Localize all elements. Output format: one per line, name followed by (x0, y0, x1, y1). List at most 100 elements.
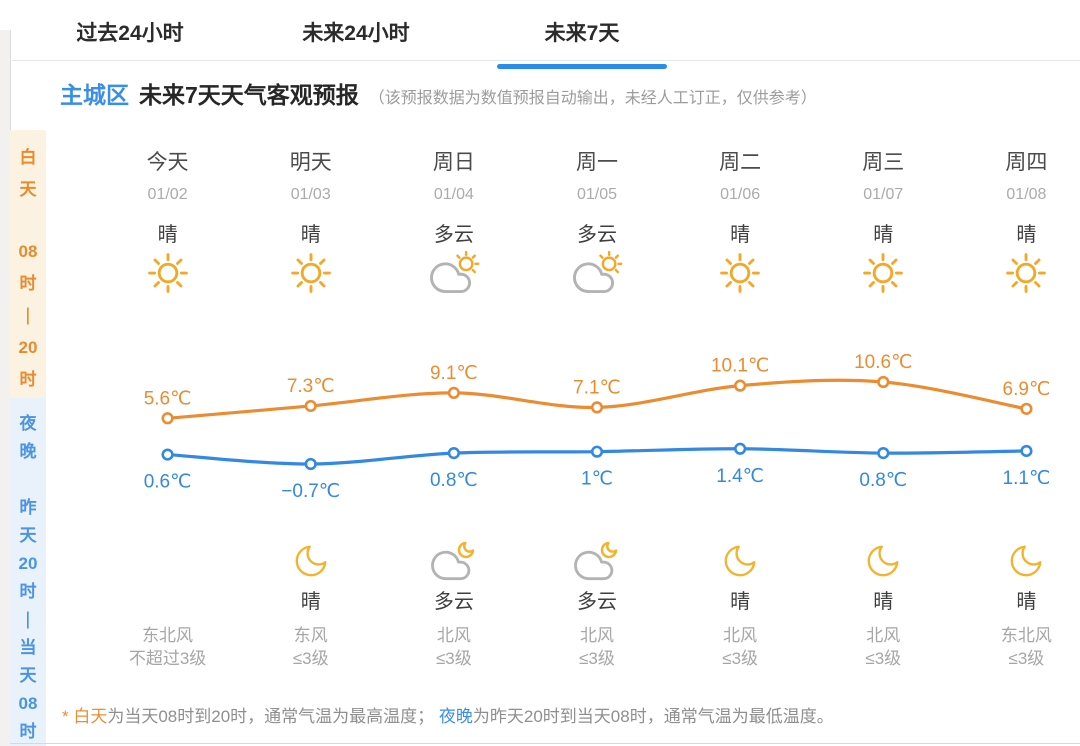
forecast-day-column: 今天 01/02 晴 (96, 148, 239, 299)
night-weather-label: 晴 (1016, 591, 1037, 613)
wind-direction: 北风 (436, 626, 471, 645)
night-icon-slot (239, 540, 382, 586)
day-label: 周四 (1005, 151, 1048, 174)
band-char: 天 (19, 666, 37, 685)
forecast-night-column: 晴北风 ≤3级 (812, 540, 955, 670)
band-char: 08 (18, 694, 38, 713)
date-label: 01/05 (576, 186, 618, 203)
high-temp-value-label: 5.6℃ (144, 388, 192, 409)
band-char: 夜 (19, 414, 37, 433)
band-char: 天 (19, 180, 37, 199)
high-temp-point (161, 412, 174, 425)
night-band: 夜晚昨天 20 时 — 当天 08 时 (10, 398, 46, 746)
wind-direction: 东北风 (142, 626, 194, 645)
night-icon-slot (669, 540, 812, 586)
high-temp-point (447, 386, 460, 399)
bottom-divider (10, 743, 1080, 744)
wind-level: ≤3级 (1008, 649, 1045, 668)
wind-label: 东风 ≤3级 (239, 624, 382, 670)
date-label: 01/03 (290, 186, 331, 203)
tab-label: 未来7天 (544, 22, 620, 45)
date-label: 01/06 (720, 186, 761, 203)
forecast-night-column: 晴东风 ≤3级 (239, 540, 382, 670)
forecast-night-column: 多云北风 ≤3级 (525, 540, 668, 670)
day-label: 周三 (862, 151, 905, 174)
high-temp-value-label: 7.1℃ (573, 377, 621, 398)
footnote-part: * (62, 707, 74, 726)
date-label: 01/07 (863, 186, 904, 203)
high-temp-value-label: 9.1℃ (430, 363, 478, 384)
forecast-disclaimer: （该预报数据为数值预报自动输出，未经人工订正，仅供参考） (368, 90, 817, 107)
forecast-night-column: 多云北风 ≤3级 (382, 540, 525, 670)
night-forecast-grid: 东北风 不超过3级 晴东风 ≤3级 多云 北风 ≤3级 多云 北风 ≤3级 晴北风 ≤3级 晴北风 ≤3级… (96, 540, 1080, 670)
tab-past-24h[interactable]: 过去24小时 (76, 22, 184, 45)
sun-icon (1003, 250, 1049, 301)
night-weather-label: 多云 (433, 591, 474, 613)
day-weather-label: 晴 (157, 224, 178, 246)
low-temp-point (734, 442, 747, 455)
band-char: 时 (19, 370, 37, 389)
day-forecast-grid: 今天 01/02 晴 明天 01/03 晴 周日 01/04 多云 周一 01/05 多云 周二 01/0… (96, 148, 1080, 299)
low-temp-point (304, 457, 317, 471)
wind-direction: 东北风 (1000, 626, 1052, 645)
cloud-moon-icon (572, 539, 622, 587)
low-temp-point (447, 447, 460, 460)
date-label: 01/04 (433, 186, 474, 203)
forecast-day-column: 周日 01/04 多云 (382, 148, 525, 299)
wind-level: ≤3级 (865, 649, 902, 668)
day-icon-slot (669, 251, 812, 299)
night-weather-label: 晴 (730, 591, 751, 613)
night-icon-slot (96, 540, 239, 586)
footnote-part: 夜晚 (438, 707, 473, 726)
wind-level: ≤3级 (722, 649, 759, 668)
low-temp-value-label: 0.6℃ (144, 472, 192, 493)
day-label: 周一 (575, 151, 618, 174)
band-char: 时 (19, 722, 37, 741)
night-weather-label: 多云 (576, 591, 617, 613)
low-temp-point (877, 447, 890, 460)
tab-next-7days[interactable]: 未来7天 (469, 20, 695, 69)
forecast-day-column: 周三 01/07 晴 (812, 148, 955, 299)
high-temp-point (877, 375, 890, 389)
wind-level: ≤3级 (435, 649, 472, 668)
sun-icon (288, 250, 334, 301)
tab-next-24h[interactable]: 未来24小时 (302, 22, 410, 45)
night-icon-slot (955, 540, 1080, 586)
footnote-part: 为当天08时到20时，通常气温为最高温度； (107, 707, 439, 726)
footnote: * 白天为当天08时到20时，通常气温为最高温度； 夜晚为昨天20时到当天08时… (62, 702, 834, 727)
day-icon-slot (239, 251, 382, 299)
wind-level: ≤3级 (292, 649, 329, 668)
high-temp-point (304, 399, 317, 413)
date-label: 01/08 (1006, 186, 1047, 203)
night-weather-label: 晴 (300, 591, 321, 613)
moon-icon (292, 542, 330, 585)
high-temp-value-label: 7.3℃ (287, 376, 335, 397)
high-temp-point (590, 401, 604, 414)
forecast-day-column: 周二 01/06 晴 (669, 148, 812, 299)
region-name: 主城区 (60, 82, 129, 108)
day-label: 明天 (289, 151, 332, 174)
sun-icon (717, 250, 763, 301)
wind-direction: 北风 (723, 626, 758, 645)
cloud-sun-icon (428, 250, 480, 300)
night-icon-slot (382, 540, 525, 586)
band-char: 时 (19, 582, 37, 601)
night-icon-slot (525, 540, 668, 586)
wind-label: 东北风 不超过3级 (96, 624, 239, 670)
band-dash: — (19, 307, 38, 325)
high-temp-value-label: 10.1℃ (711, 356, 769, 377)
page-title: 主城区 未来7天天气客观预报 （该预报数据为数值预报自动输出，未经人工订正，仅供… (60, 76, 817, 110)
tab-bar: 过去24小时 未来24小时 未来7天 (10, 8, 1080, 69)
wind-direction: 北风 (866, 626, 901, 645)
wind-label: 北风 ≤3级 (525, 624, 668, 670)
low-temp-value-label: −0.7℃ (281, 481, 340, 502)
band-char: 天 (19, 526, 37, 545)
cloud-sun-icon (571, 250, 623, 300)
low-temp-value-label: 1.4℃ (716, 466, 764, 487)
wind-label: 北风 ≤3级 (812, 624, 955, 670)
band-char: 晚 (19, 442, 37, 461)
wind-label: 北风 ≤3级 (669, 624, 812, 670)
active-tab-underline (497, 64, 667, 69)
high-temp-point (734, 379, 747, 392)
